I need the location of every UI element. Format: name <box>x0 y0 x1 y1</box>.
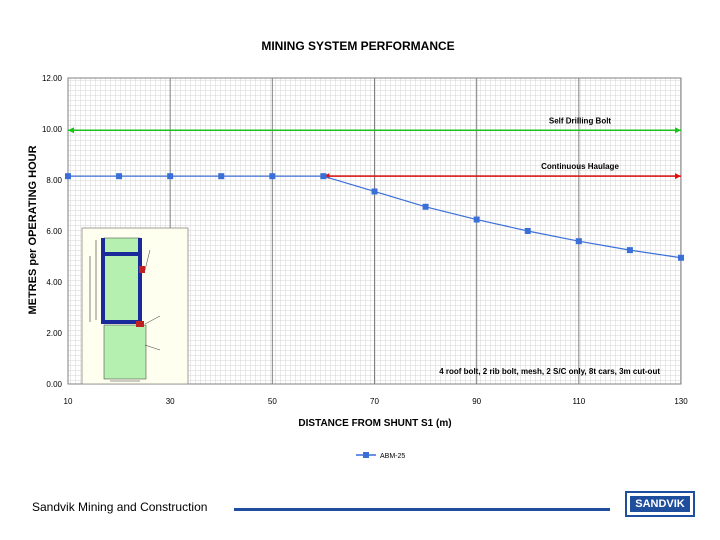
chart-title: MINING SYSTEM PERFORMANCE <box>261 39 454 53</box>
sandvik-logo: SANDVIK <box>625 491 695 517</box>
inset-panel <box>103 324 147 380</box>
x-tick-label: 10 <box>64 397 73 406</box>
data-point <box>422 203 429 210</box>
y-axis-label: METRES per OPERATING HOUR <box>27 145 39 314</box>
data-point <box>167 173 174 180</box>
y-tick-label: 12.00 <box>42 74 63 83</box>
layout-diagram-inset <box>81 227 189 385</box>
x-tick-label: 70 <box>370 397 379 406</box>
logo-text: SANDVIK <box>630 496 690 512</box>
y-tick-label: 2.00 <box>46 329 62 338</box>
data-point <box>626 247 633 254</box>
data-point <box>269 173 276 180</box>
y-tick-label: 6.00 <box>46 227 62 236</box>
x-tick-label: 50 <box>268 397 277 406</box>
y-tick-label: 10.00 <box>42 125 63 134</box>
inset-leader <box>144 344 161 351</box>
inset-bar <box>101 252 142 256</box>
data-point <box>371 188 378 195</box>
chart-annotation: 4 roof bolt, 2 rib bolt, mesh, 2 S/C onl… <box>439 367 660 376</box>
legend: ABM-25 <box>356 452 405 460</box>
x-tick-label: 90 <box>472 397 481 406</box>
data-point <box>678 254 684 261</box>
arrowhead-left <box>68 127 74 134</box>
data-point <box>524 228 531 234</box>
x-tick-label: 130 <box>674 397 688 406</box>
inset-panel <box>103 237 141 322</box>
arrowhead-right <box>675 127 681 134</box>
legend-marker <box>363 452 369 458</box>
x-tick-labels: 10 30 50 70 90 110 130 <box>64 397 689 406</box>
data-point <box>218 173 225 180</box>
y-tick-label: 0.00 <box>46 380 62 389</box>
data-series <box>65 173 684 261</box>
data-point <box>320 173 327 180</box>
x-axis-label: DISTANCE FROM SHUNT S1 (m) <box>298 418 451 429</box>
x-tick-label: 110 <box>572 397 585 406</box>
y-tick-labels: 0.00 2.00 4.00 6.00 8.00 10.00 12.00 <box>42 74 63 389</box>
data-point <box>65 173 71 180</box>
company-name: Sandvik Mining and Construction <box>32 500 208 514</box>
inset-bar <box>138 238 142 322</box>
x-tick-label: 30 <box>166 397 175 406</box>
inset-marker <box>136 321 144 327</box>
inset-leader <box>144 249 151 271</box>
y-tick-label: 4.00 <box>46 278 62 287</box>
data-point <box>116 173 123 180</box>
inset-leader <box>144 315 161 325</box>
footer-divider <box>234 508 610 511</box>
arrowhead-right <box>675 173 681 180</box>
data-point <box>473 216 480 223</box>
inset-bar <box>101 320 142 324</box>
inset-bar <box>101 238 105 322</box>
inset-marker <box>139 266 145 273</box>
legend-label: ABM-25 <box>380 453 405 460</box>
reference-line-label: Self Drilling Bolt <box>549 116 612 125</box>
data-point <box>575 238 582 245</box>
y-tick-label: 8.00 <box>46 176 62 185</box>
reference-line-label: Continuous Haulage <box>541 162 619 171</box>
